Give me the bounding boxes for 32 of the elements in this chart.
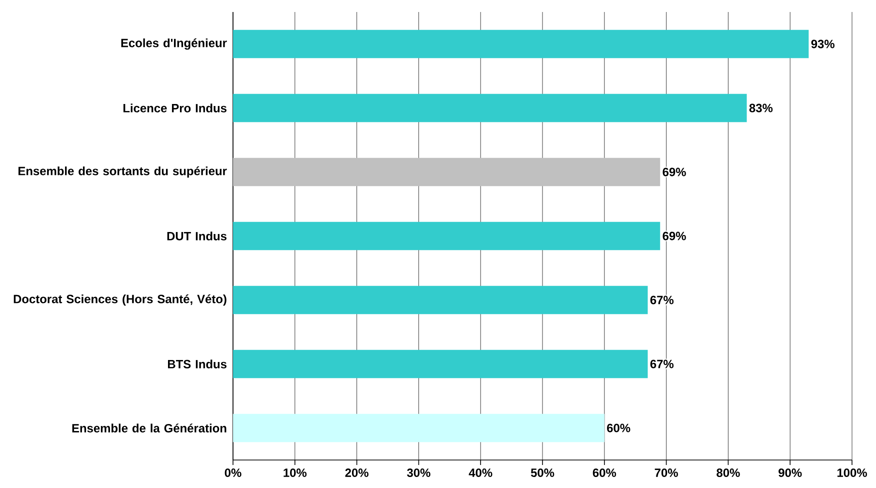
x-tick-label: 30%	[407, 468, 430, 478]
bar	[233, 94, 747, 122]
x-tick-label: 70%	[654, 468, 678, 477]
data-label: 83%	[749, 104, 773, 112]
data-label: 69%	[662, 168, 686, 176]
x-tick-label: 40%	[468, 468, 492, 477]
bar	[233, 222, 660, 250]
data-label: 60%	[607, 424, 630, 432]
bar	[233, 414, 604, 442]
x-tick-label: 60%	[592, 468, 616, 477]
y-tick-label: Licence Pro Indus	[123, 104, 226, 112]
x-tick-label: 90%	[778, 468, 802, 477]
bar	[233, 158, 660, 186]
data-label: 67%	[650, 296, 674, 304]
y-tick-label: Ensemble des sortants du supérieur	[18, 166, 227, 178]
x-tick-label: 50%	[530, 468, 554, 477]
bar	[233, 30, 809, 58]
y-tick-label: DUT Indus	[167, 232, 226, 240]
data-label: 93%	[811, 40, 834, 48]
y-tick-label: Ensemble de la Génération	[72, 424, 226, 432]
data-label: 67%	[650, 360, 674, 368]
x-tick-label: 20%	[345, 468, 368, 477]
y-tick-label: Doctorat Sciences (Hors Santé, Véto)	[14, 294, 226, 306]
bar	[233, 286, 648, 314]
x-tick-label: 0%	[224, 468, 242, 477]
x-tick-label: 100%	[837, 468, 867, 477]
y-tick-label: Ecoles d'Ingénieur	[121, 38, 227, 50]
data-label: 69%	[662, 232, 686, 240]
x-tick-label: 10%	[284, 468, 307, 477]
y-tick-label: BTS Indus	[168, 360, 226, 368]
bar	[233, 350, 648, 378]
x-tick-label: 80%	[716, 468, 740, 477]
